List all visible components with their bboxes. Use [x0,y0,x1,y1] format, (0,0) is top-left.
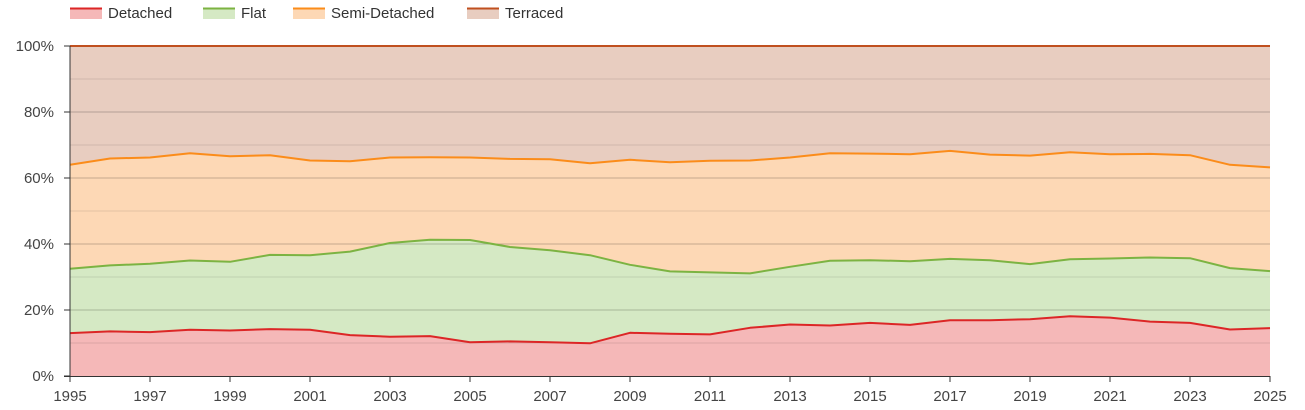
y-tick-label: 20% [24,302,54,319]
legend-swatch-semi-detached [293,8,325,19]
x-tick-label: 1997 [133,388,166,405]
x-tick-label: 2001 [293,388,326,405]
area-detached [70,316,1270,376]
line-flat [69,238,1271,275]
series-areas [70,46,1270,376]
legend-item-detached[interactable]: Detached [70,5,172,22]
gridlines [70,78,1270,344]
legend-item-flat[interactable]: Flat [203,5,267,22]
x-tick-label: 2019 [1013,388,1046,405]
legend-item-terraced[interactable]: Terraced [467,5,563,22]
y-tick-label: 100% [16,38,54,55]
x-tick-label: 2023 [1173,388,1206,405]
x-tick-label: 2009 [613,388,646,405]
legend-label-semi-detached: Semi-Detached [331,5,434,22]
legend-label-detached: Detached [108,5,172,22]
line-semi-detached [69,149,1271,169]
y-tick-label: 80% [24,104,54,121]
legend-item-semi-detached[interactable]: Semi-Detached [293,5,434,22]
x-tick-label: 1995 [53,388,86,405]
x-axis-ticks: 1995 1997 1999 2001 2003 2005 2007 2009 2011 2013… [53,376,1287,405]
area-semi-detached [70,150,1270,274]
y-tick-label: 0% [32,368,54,385]
series-lines [69,45,1271,345]
x-tick-label: 2007 [533,388,566,405]
axes [64,46,1270,377]
legend-label-terraced: Terraced [505,5,563,22]
x-tick-label: 2015 [853,388,886,405]
x-tick-label: 2013 [773,388,806,405]
line-detached [69,315,1271,345]
y-tick-label: 40% [24,236,54,253]
y-tick-label: 60% [24,170,54,187]
legend-swatch-terraced [467,8,499,19]
area-terraced [70,46,1270,168]
legend-swatch-detached [70,8,102,19]
x-tick-label: 2025 [1253,388,1286,405]
legend: Detached Flat Semi-Detached Terraced [70,5,563,22]
legend-label-flat: Flat [241,5,267,22]
y-axis-ticks: 0% 20% 40% 60% 80% 100% [16,38,70,385]
area-flat [70,239,1270,344]
x-tick-label: 2017 [933,388,966,405]
x-tick-label: 2005 [453,388,486,405]
x-tick-label: 2021 [1093,388,1126,405]
x-tick-label: 1999 [213,388,246,405]
legend-swatch-flat [203,8,235,19]
x-tick-label: 2003 [373,388,406,405]
x-tick-label: 2011 [694,388,726,405]
